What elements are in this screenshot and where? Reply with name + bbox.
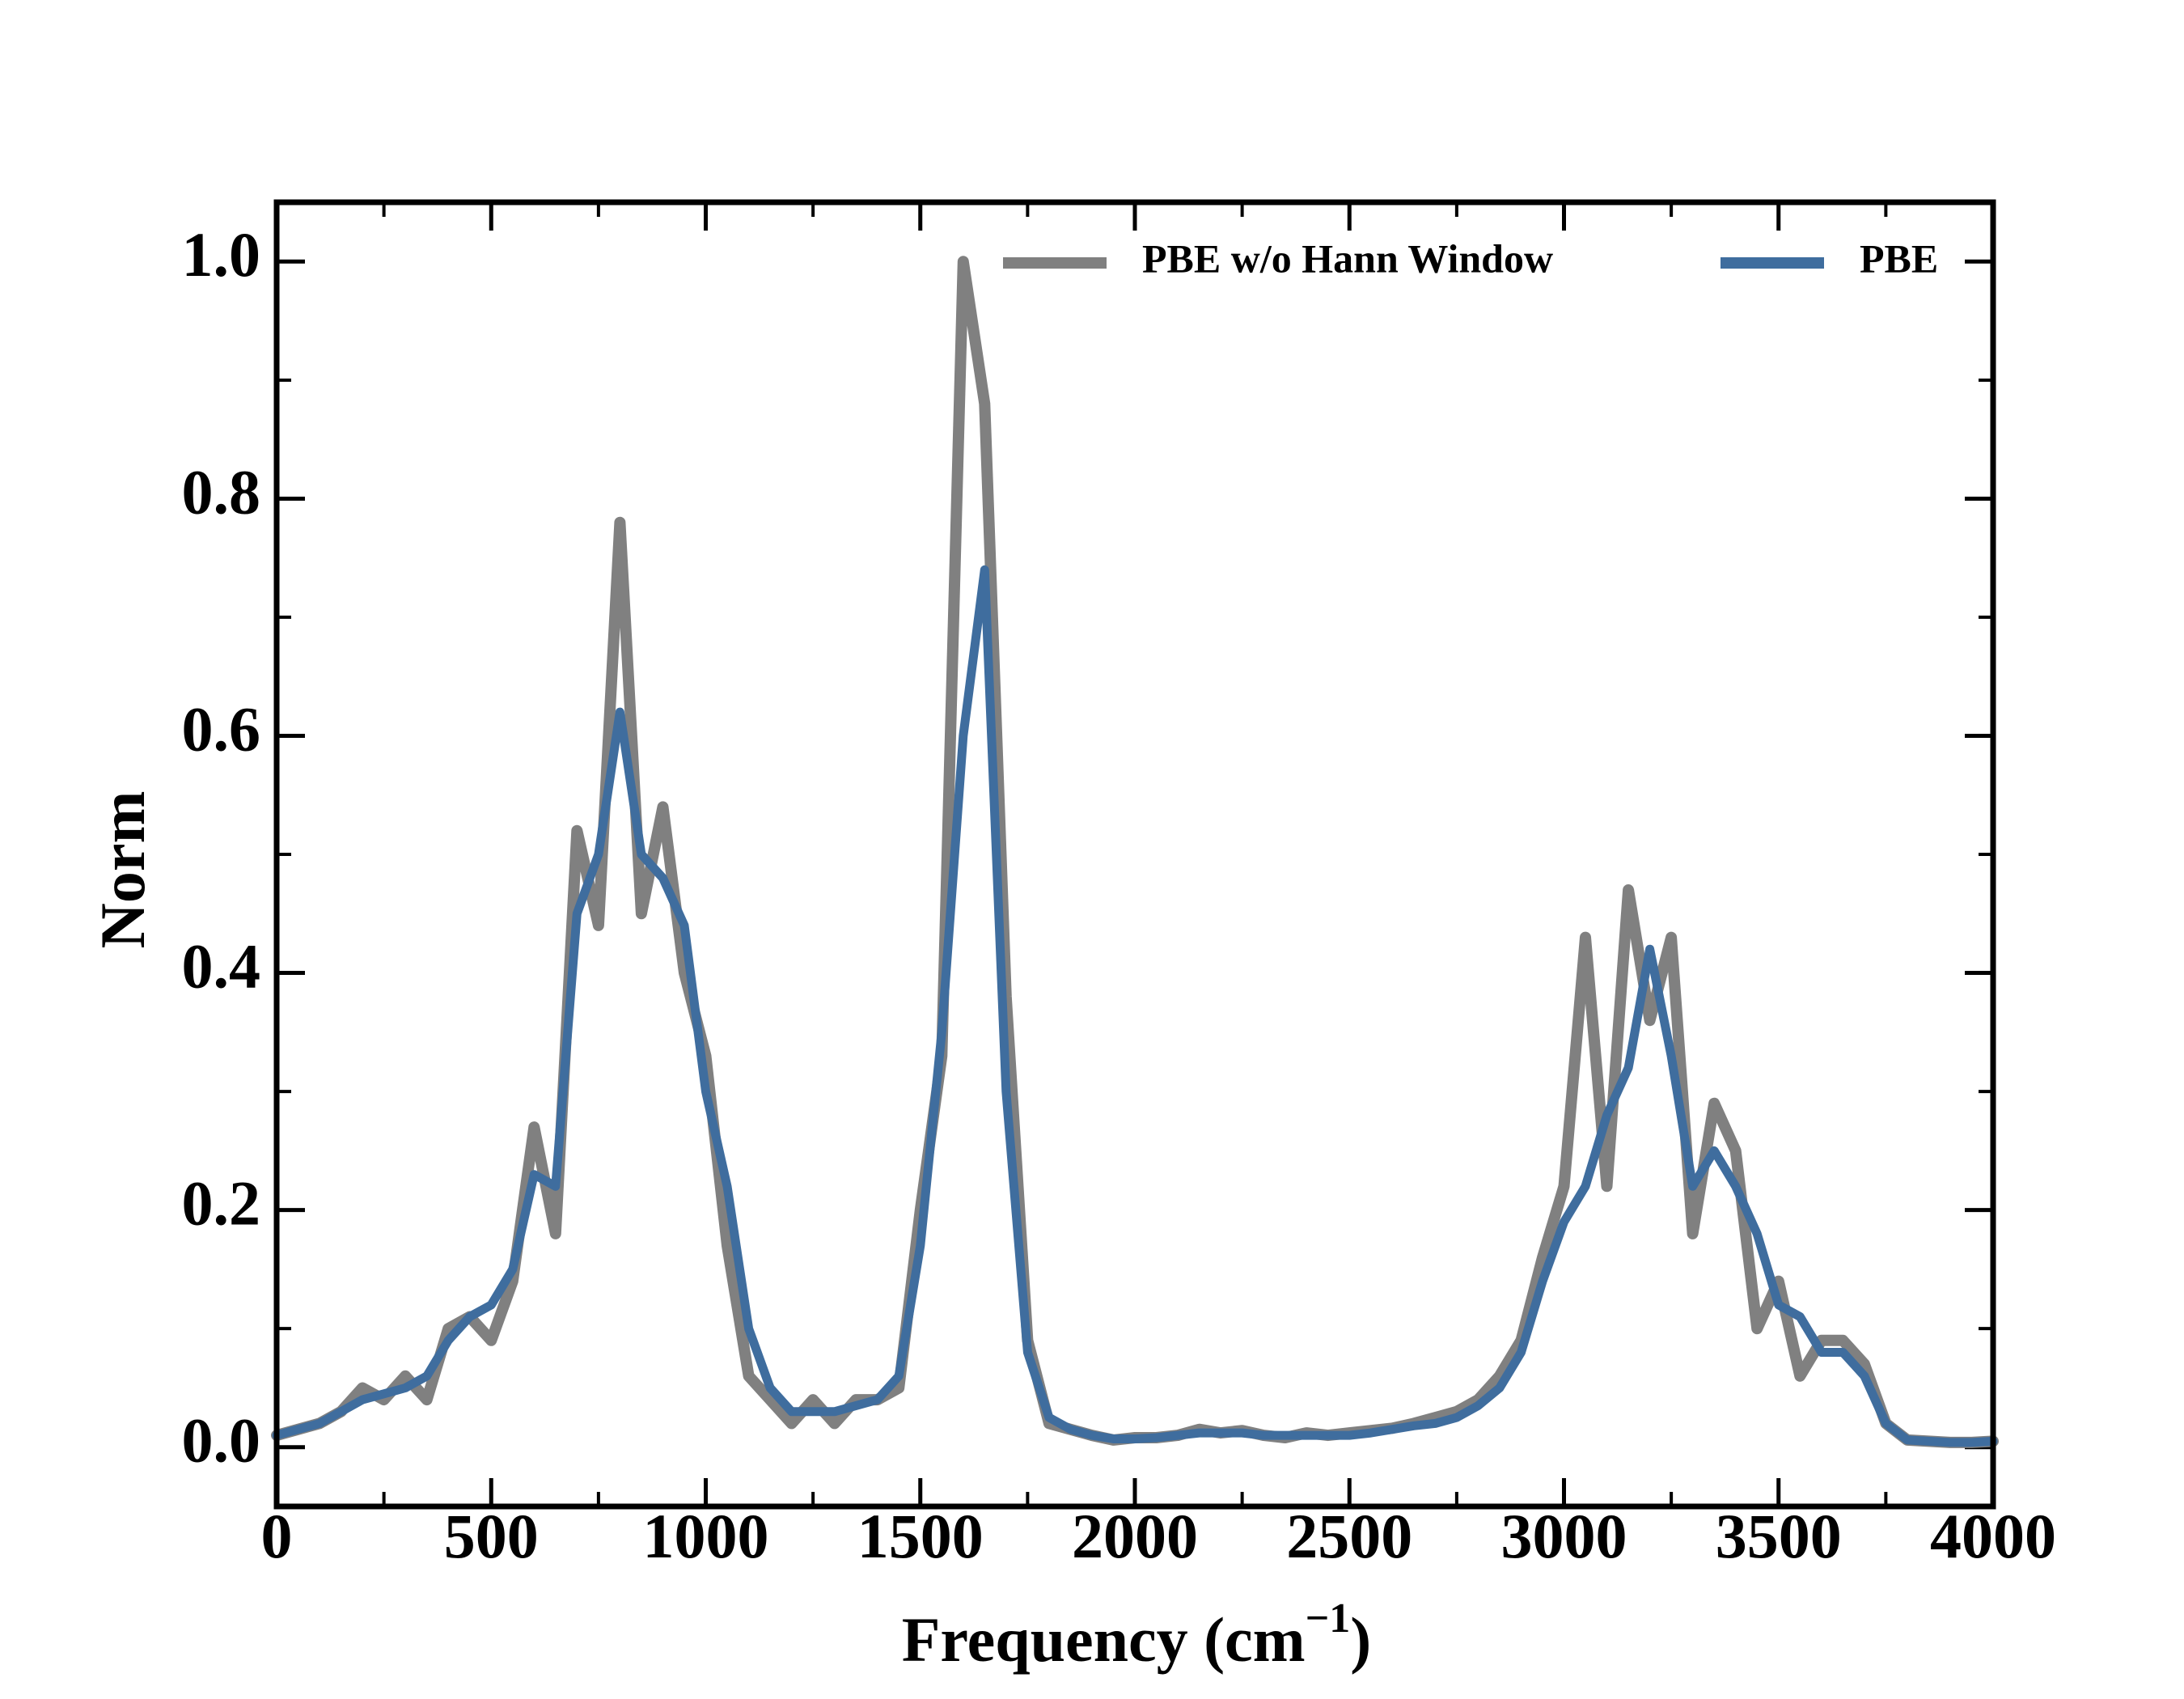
y-axis-label: Norm xyxy=(87,791,158,949)
line-series xyxy=(271,256,1999,1448)
x-tick-label: 2500 xyxy=(1286,1501,1412,1571)
x-tick-label: 2000 xyxy=(1072,1501,1198,1571)
legend-label: PBE w/o Hann Window xyxy=(1142,235,1553,281)
line-series xyxy=(272,565,1998,1447)
legend-label: PBE xyxy=(1860,235,1938,281)
x-tick-label: 3500 xyxy=(1716,1501,1842,1571)
y-tick-label: 0.4 xyxy=(182,930,261,1001)
x-label-superscript: −1 xyxy=(1306,1595,1351,1642)
plot-frame xyxy=(273,199,1996,1510)
y-tick-label: 1.0 xyxy=(182,219,261,290)
x-tick-label: 0 xyxy=(261,1501,293,1571)
x-label-text: Frequency (cm xyxy=(902,1604,1306,1675)
x-tick-label: 4000 xyxy=(1930,1501,2056,1571)
y-tick-label: 0.2 xyxy=(182,1168,261,1239)
x-tick-label: 3000 xyxy=(1501,1501,1627,1571)
x-tick-label: 500 xyxy=(444,1501,539,1571)
x-axis-label: Frequency (cm−1) xyxy=(902,1595,1372,1675)
y-tick-label: 0.8 xyxy=(182,456,261,527)
x-tick-label: 1500 xyxy=(857,1501,984,1571)
y-tick-label: 0.0 xyxy=(182,1405,261,1476)
y-tick-label: 0.6 xyxy=(182,693,261,764)
x-tick-label: 1000 xyxy=(643,1501,769,1571)
x-label-text: ) xyxy=(1350,1604,1371,1675)
